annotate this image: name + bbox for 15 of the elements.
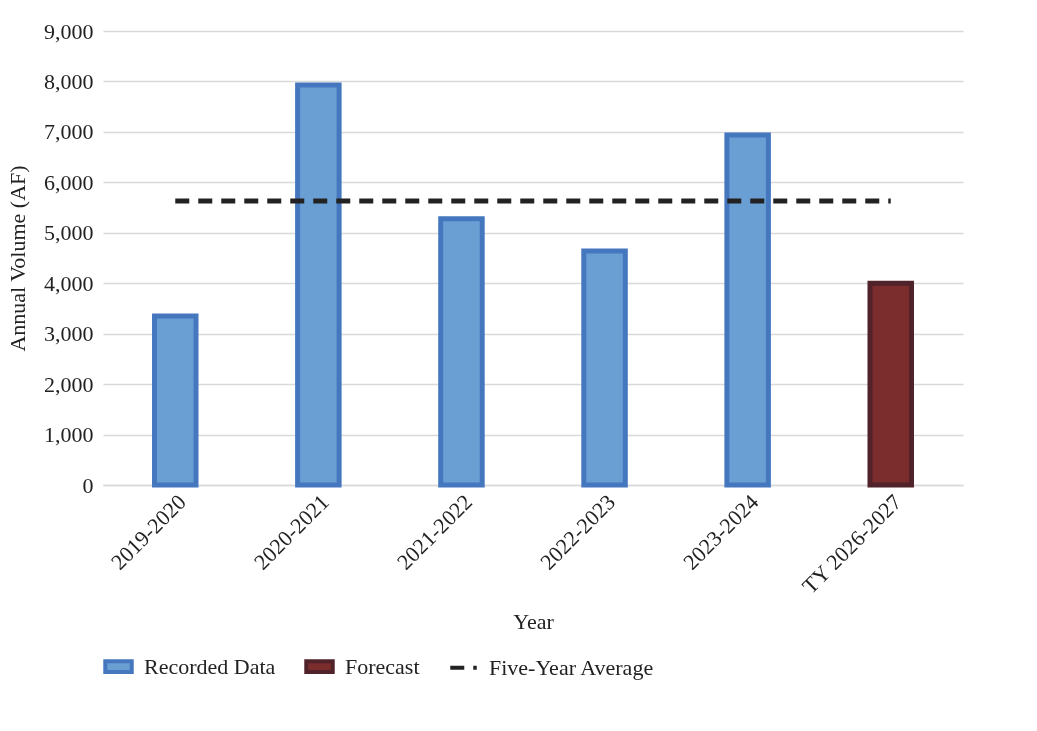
legend-label: Five-Year Average bbox=[489, 654, 654, 680]
y-tick-label: 4,000 bbox=[44, 270, 94, 296]
legend-label: Recorded Data bbox=[144, 653, 276, 679]
y-tick-label: 8,000 bbox=[44, 68, 94, 94]
y-tick-label: 2,000 bbox=[44, 371, 94, 397]
y-tick-label: 5,000 bbox=[44, 220, 94, 246]
y-tick-label: 9,000 bbox=[44, 18, 94, 44]
y-tick-label: 0 bbox=[82, 472, 94, 498]
y-tick-label: 7,000 bbox=[44, 119, 94, 145]
y-axis-title: Annual Volume (AF) bbox=[5, 165, 30, 352]
y-tick-label: 6,000 bbox=[44, 169, 94, 195]
y-tick-label: 1,000 bbox=[44, 422, 94, 448]
legend-label: Forecast bbox=[345, 653, 420, 679]
y-tick-label: 3,000 bbox=[44, 321, 94, 347]
x-axis-title: Year bbox=[513, 609, 555, 635]
